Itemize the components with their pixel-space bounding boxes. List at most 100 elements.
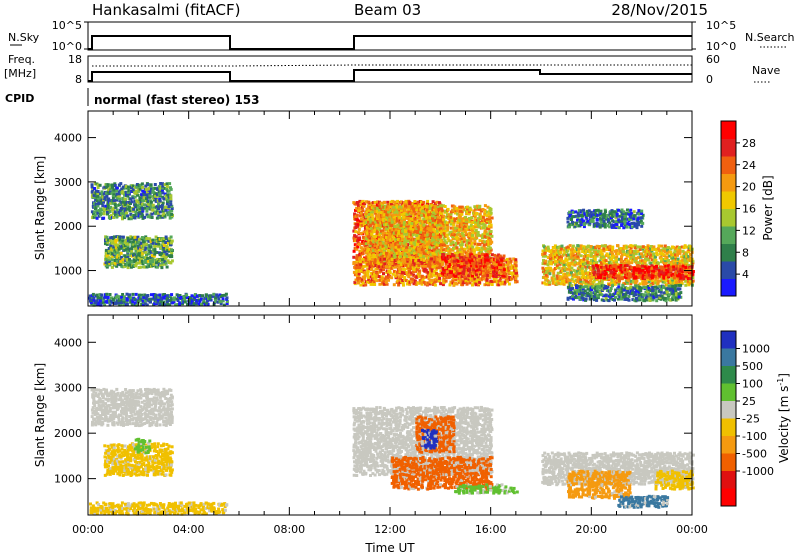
data-cell: [393, 227, 396, 231]
data-cell: [514, 269, 518, 273]
data-cell: [167, 211, 171, 215]
data-cell: [356, 201, 360, 205]
data-cell: [354, 230, 358, 234]
data-cell: [426, 246, 429, 250]
data-cell: [121, 239, 125, 243]
data-cell: [579, 244, 583, 248]
data-cell: [428, 234, 432, 238]
data-cell: [514, 264, 518, 268]
data-cell: [433, 222, 437, 226]
data-cell: [387, 236, 391, 239]
data-cell: [547, 247, 550, 251]
data-cell: [359, 221, 363, 225]
data-cell: [105, 242, 109, 246]
data-cell: [546, 256, 550, 259]
data-cell: [121, 185, 125, 189]
data-cell: [163, 250, 167, 253]
data-cell: [413, 200, 417, 203]
data-cell: [449, 274, 453, 278]
data-cell: [354, 278, 358, 282]
data-cell: [137, 183, 141, 187]
data-cell: [152, 293, 156, 296]
data-cell: [162, 255, 166, 258]
data-cell: [113, 301, 117, 305]
data-cell: [490, 234, 494, 238]
data-cell: [118, 295, 122, 299]
data-cell: [463, 229, 467, 233]
data-cell: [437, 241, 441, 245]
data-cell: [487, 227, 491, 230]
data-cell: [489, 232, 493, 235]
data-cell: [552, 274, 556, 278]
data-cell: [404, 229, 407, 232]
data-cell: [153, 183, 157, 186]
data-cell: [455, 254, 459, 258]
data-cell: [129, 252, 133, 256]
data-cell: [96, 190, 100, 193]
data-cell: [431, 216, 434, 220]
data-cell: [394, 242, 398, 246]
data-cell: [118, 238, 122, 242]
data-cell: [382, 217, 386, 221]
data-cell: [106, 241, 110, 244]
data-cell: [162, 197, 166, 201]
data-cell: [394, 261, 398, 265]
data-cell: [372, 240, 376, 244]
data-cell: [122, 299, 126, 303]
data-cell: [157, 242, 161, 246]
data-cell: [455, 238, 459, 242]
data-cell: [127, 189, 131, 193]
data-cell: [472, 260, 476, 264]
data-cell: [352, 201, 356, 205]
data-cell: [153, 186, 157, 190]
data-cell: [129, 237, 133, 241]
data-cell: [369, 240, 373, 244]
data-cell: [123, 264, 127, 268]
data-cell: [169, 299, 173, 303]
data-cell: [130, 303, 134, 307]
freq-tick-top: 18: [68, 53, 82, 66]
data-cell: [465, 272, 469, 276]
data-cell: [462, 239, 466, 243]
data-cell: [451, 281, 455, 285]
data-cell: [355, 216, 359, 220]
data-cell: [434, 208, 438, 211]
data-cell: [541, 262, 545, 266]
data-cell: [115, 248, 119, 252]
data-cell: [385, 238, 389, 242]
data-cell: [405, 222, 409, 226]
data-cell: [141, 247, 145, 250]
data-cell: [414, 259, 418, 263]
data-cell: [385, 265, 388, 269]
data-cell: [377, 237, 381, 241]
data-cell: [388, 213, 392, 217]
data-cell: [134, 264, 138, 268]
data-cell: [410, 263, 414, 267]
data-cell: [581, 276, 585, 279]
data-cell: [147, 251, 151, 255]
data-cell: [545, 270, 548, 274]
data-cell: [478, 259, 482, 263]
data-cell: [110, 296, 113, 300]
data-cell: [369, 210, 373, 214]
data-cell: [365, 229, 368, 233]
data-cell: [108, 185, 112, 189]
data-cell: [560, 257, 563, 261]
data-cell: [163, 251, 167, 255]
data-cell: [579, 247, 583, 251]
data-cell: [371, 282, 375, 286]
data-cell: [466, 207, 470, 211]
data-cell: [428, 222, 432, 226]
data-cell: [573, 260, 577, 264]
data-cell: [166, 296, 170, 299]
data-cell: [384, 280, 388, 284]
data-cell: [547, 260, 551, 264]
data-cell: [433, 254, 437, 258]
data-cell: [488, 268, 492, 272]
data-cell: [399, 263, 403, 267]
data-cell: [437, 257, 441, 261]
data-cell: [389, 224, 393, 228]
data-cell: [365, 233, 369, 237]
data-cell: [359, 219, 362, 223]
data-cell: [93, 196, 97, 199]
